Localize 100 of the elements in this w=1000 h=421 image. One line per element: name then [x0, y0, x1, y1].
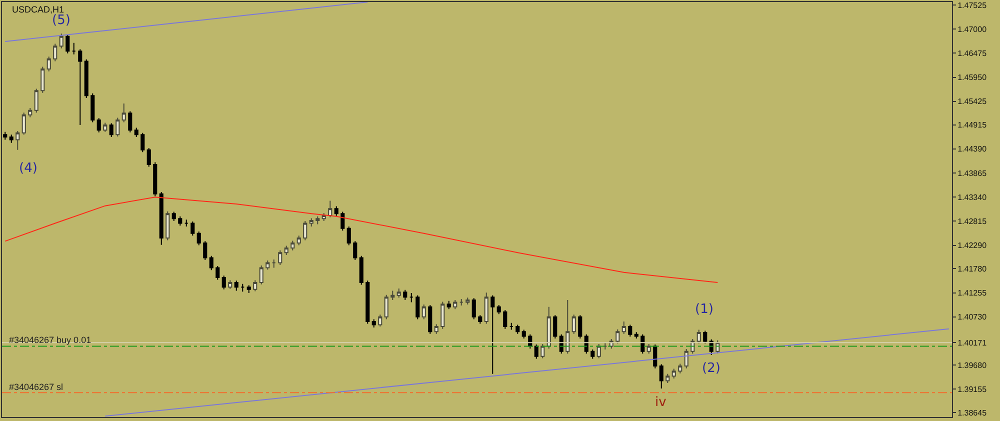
candlestick: [490, 294, 495, 374]
candlestick: [246, 284, 251, 294]
candlestick: [172, 211, 176, 222]
candlestick: [640, 334, 645, 354]
candlestick: [516, 324, 520, 334]
annotation: (4): [19, 161, 38, 176]
y-tick-label: 1.47525: [958, 0, 988, 10]
candlestick: [128, 110, 132, 133]
y-tick-label: 1.38645: [958, 408, 988, 418]
candlestick: [16, 130, 20, 150]
candlestick: [572, 314, 576, 334]
candlestick: [353, 240, 358, 260]
candlestick: [66, 34, 70, 54]
y-tick-label: 1.47000: [958, 24, 988, 34]
candlestick: [46, 56, 51, 72]
candlestick: [240, 283, 245, 292]
candlestick: [134, 127, 138, 138]
y-tick-label: 1.43865: [958, 168, 988, 178]
candlestick: [422, 304, 426, 320]
candlestick: [484, 292, 488, 324]
candlestick: [9, 134, 14, 144]
candlestick: [209, 255, 214, 271]
candlestick: [622, 321, 626, 334]
candlestick: [259, 265, 264, 285]
annotation: (5): [52, 13, 70, 28]
candlestick: [584, 334, 588, 354]
candlestick: [453, 299, 458, 310]
y-tick-label: 1.44915: [958, 120, 988, 130]
candlestick: [266, 260, 270, 270]
ref-line-label: #34046267 sl: [9, 382, 64, 392]
candlestick: [440, 301, 445, 330]
candlestick: [496, 304, 501, 315]
candlestick: [703, 330, 708, 344]
y-tick-label: 1.41780: [958, 264, 988, 274]
annotation: iv: [655, 395, 667, 410]
candlestick: [272, 259, 276, 268]
candlestick: [284, 245, 288, 256]
candlestick: [346, 226, 351, 246]
candlestick: [503, 310, 508, 330]
candlestick: [446, 300, 451, 310]
candlestick: [184, 219, 188, 227]
candlestick: [159, 192, 164, 246]
candlestick: [290, 240, 295, 251]
candlestick: [84, 58, 88, 98]
candlestick: [628, 324, 632, 338]
candlestick: [316, 216, 320, 225]
candlestick: [72, 42, 76, 55]
y-tick-label: 1.39155: [958, 385, 988, 394]
candlestick: [146, 147, 151, 168]
candlestick: [140, 132, 145, 153]
candlestick: [509, 322, 514, 330]
candlestick: [409, 292, 414, 303]
candlestick: [90, 92, 95, 123]
candlestick: [359, 255, 364, 286]
candlestick: [296, 235, 301, 246]
candlestick: [53, 43, 58, 62]
candlestick: [478, 314, 482, 324]
candlestick: [534, 344, 538, 360]
y-tick-label: 1.42815: [958, 217, 988, 226]
candlestick: [396, 288, 401, 298]
candlestick: [216, 265, 220, 280]
candlestick: [566, 299, 570, 354]
candlestick: [203, 240, 208, 260]
candlestick: [166, 210, 170, 241]
candlestick: [190, 220, 195, 236]
candlestick: [22, 112, 26, 136]
candlestick: [28, 108, 32, 118]
candlestick: [459, 298, 464, 306]
candlestick: [309, 218, 314, 227]
y-tick-label: 1.40730: [958, 312, 988, 322]
candlestick: [196, 231, 201, 246]
candlestick: [328, 200, 332, 218]
y-tick-label: 1.46475: [958, 48, 988, 58]
candlestick: [40, 66, 45, 94]
candlestick: [116, 117, 120, 138]
candlestick: [666, 373, 670, 384]
candlestick: [3, 131, 8, 140]
candlestick: [472, 298, 476, 320]
candlestick: [540, 344, 545, 359]
y-tick-label: 1.44390: [958, 144, 988, 154]
y-tick-label: 1.41255: [958, 288, 988, 298]
candlestick: [603, 342, 608, 350]
candlestick: [390, 290, 395, 300]
candlestick: [303, 220, 308, 241]
y-tick-label: 1.45425: [958, 97, 988, 106]
candlestick: [234, 280, 238, 292]
candlestick: [416, 294, 420, 320]
candlestick: [596, 344, 601, 359]
candlestick: [96, 118, 101, 133]
candlestick: [616, 328, 620, 344]
candlestick: [428, 304, 432, 334]
candlestick: [153, 162, 158, 197]
candlestick: [334, 206, 338, 216]
ref-line-label: #34046267 buy 0.01: [9, 335, 92, 345]
candlestick: [522, 329, 526, 339]
candlestick: [228, 280, 232, 290]
candlestick: [222, 275, 226, 290]
annotation: (1): [695, 302, 714, 317]
candlestick: [103, 122, 108, 132]
candlestick: [646, 344, 651, 354]
